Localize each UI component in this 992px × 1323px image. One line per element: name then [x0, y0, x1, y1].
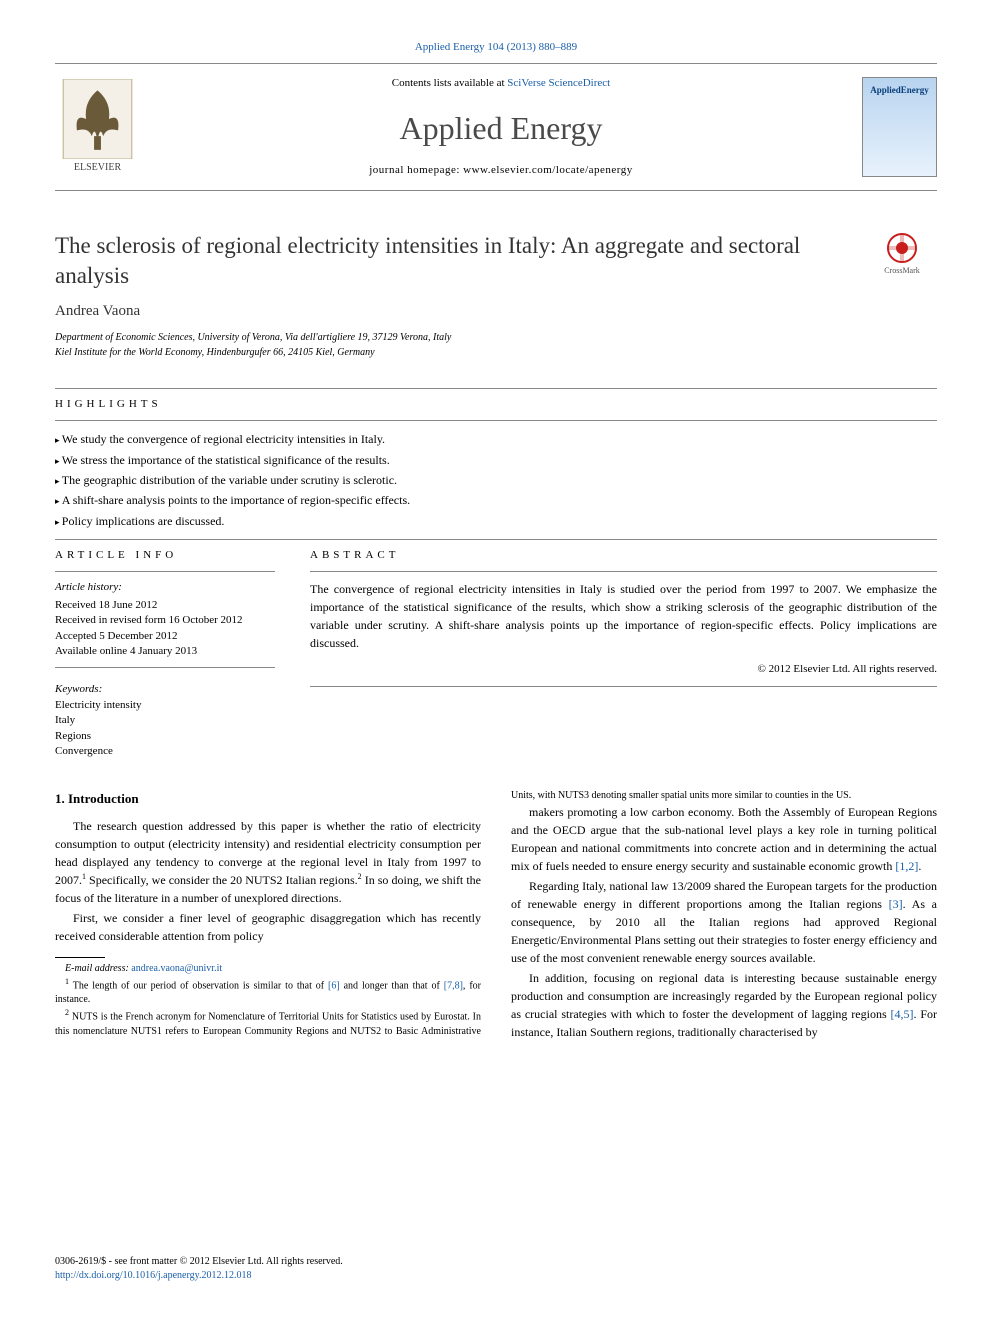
paragraph: In addition, focusing on regional data i… — [511, 969, 937, 1041]
citation-link[interactable]: [1,2] — [895, 859, 918, 873]
paragraph: The research question addressed by this … — [55, 817, 481, 907]
abstract-text: The convergence of regional electricity … — [310, 580, 937, 652]
homepage-url[interactable]: www.elsevier.com/locate/apenergy — [463, 164, 633, 176]
citation-link[interactable]: [3] — [889, 897, 903, 911]
history-label: Article history: — [55, 580, 275, 595]
abstract-column: ABSTRACT The convergence of regional ele… — [310, 548, 937, 759]
citation-link[interactable]: [4,5] — [890, 1007, 913, 1021]
homepage-line: journal homepage: www.elsevier.com/locat… — [140, 163, 862, 178]
affiliation-2: Kiel Institute for the World Economy, Hi… — [55, 345, 937, 360]
rule — [55, 539, 937, 540]
email-label: E-mail address: — [65, 963, 131, 974]
abstract-copyright: © 2012 Elsevier Ltd. All rights reserved… — [310, 662, 937, 677]
rule — [55, 420, 937, 421]
rule — [310, 686, 937, 687]
history-item: Available online 4 January 2013 — [55, 644, 275, 659]
history-item: Accepted 5 December 2012 — [55, 629, 275, 644]
rule — [55, 667, 275, 668]
article-info: ARTICLE INFO Article history: Received 1… — [55, 548, 275, 759]
footnote-1: 1 The length of our period of observatio… — [55, 976, 481, 1007]
rule — [55, 388, 937, 389]
crossmark-badge[interactable]: CrossMark — [867, 231, 937, 279]
body-text: 1. Introduction The research question ad… — [55, 789, 937, 1041]
paragraph: Regarding Italy, national law 13/2009 sh… — [511, 877, 937, 967]
crossmark-label: CrossMark — [884, 265, 920, 276]
article-info-heading: ARTICLE INFO — [55, 548, 275, 563]
abstract-heading: ABSTRACT — [310, 548, 937, 563]
highlights-list: We study the convergence of regional ele… — [55, 429, 937, 531]
journal-cover: AppliedEnergy — [862, 77, 937, 177]
highlight-item: Policy implications are discussed. — [55, 511, 937, 531]
keyword: Convergence — [55, 744, 275, 759]
keywords-label: Keywords: — [55, 682, 275, 697]
highlight-item: A shift-share analysis points to the imp… — [55, 490, 937, 510]
rule — [55, 571, 275, 572]
article-title: The sclerosis of regional electricity in… — [55, 231, 867, 291]
publisher-name: ELSEVIER — [74, 161, 121, 175]
homepage-prefix: journal homepage: — [369, 164, 463, 176]
highlight-item: We stress the importance of the statisti… — [55, 450, 937, 470]
bottom-bar: 0306-2619/$ - see front matter © 2012 El… — [55, 1255, 937, 1283]
doi-link[interactable]: http://dx.doi.org/10.1016/j.apenergy.201… — [55, 1269, 937, 1283]
citation-link[interactable]: [7,8] — [444, 980, 463, 991]
contents-line: Contents lists available at SciVerse Sci… — [140, 76, 862, 91]
keyword: Electricity intensity — [55, 698, 275, 713]
contents-prefix: Contents lists available at — [392, 77, 507, 89]
paragraph: makers promoting a low carbon economy. B… — [511, 803, 937, 875]
affiliations: Department of Economic Sciences, Univers… — [55, 330, 937, 360]
highlight-item: We study the convergence of regional ele… — [55, 429, 937, 449]
keyword: Italy — [55, 713, 275, 728]
citation-link[interactable]: [6] — [328, 980, 340, 991]
affiliation-1: Department of Economic Sciences, Univers… — [55, 330, 937, 345]
journal-title: Applied Energy — [140, 106, 862, 151]
paragraph: First, we consider a finer level of geog… — [55, 909, 481, 945]
highlights-heading: HIGHLIGHTS — [55, 397, 937, 412]
elsevier-tree-icon — [60, 79, 135, 159]
author-email[interactable]: andrea.vaona@univr.it — [131, 963, 222, 974]
history-item: Received 18 June 2012 — [55, 598, 275, 613]
issn-line: 0306-2619/$ - see front matter © 2012 El… — [55, 1255, 937, 1269]
highlight-item: The geographic distribution of the varia… — [55, 470, 937, 490]
keyword: Regions — [55, 729, 275, 744]
header-center: Contents lists available at SciVerse Sci… — [140, 76, 862, 178]
crossmark-icon — [887, 233, 917, 263]
email-footnote: E-mail address: andrea.vaona@univr.it — [55, 962, 481, 976]
history-item: Received in revised form 16 October 2012 — [55, 613, 275, 628]
sciencedirect-link[interactable]: SciVerse ScienceDirect — [507, 77, 610, 89]
journal-header: ELSEVIER Contents lists available at Sci… — [55, 63, 937, 191]
section-heading: 1. Introduction — [55, 789, 481, 809]
elsevier-logo: ELSEVIER — [55, 77, 140, 177]
cover-title: AppliedEnergy — [863, 84, 936, 97]
citation-link[interactable]: Applied Energy 104 (2013) 880–889 — [55, 40, 937, 55]
rule — [310, 571, 937, 572]
authors: Andrea Vaona — [55, 301, 937, 322]
footnote-rule — [55, 957, 105, 958]
